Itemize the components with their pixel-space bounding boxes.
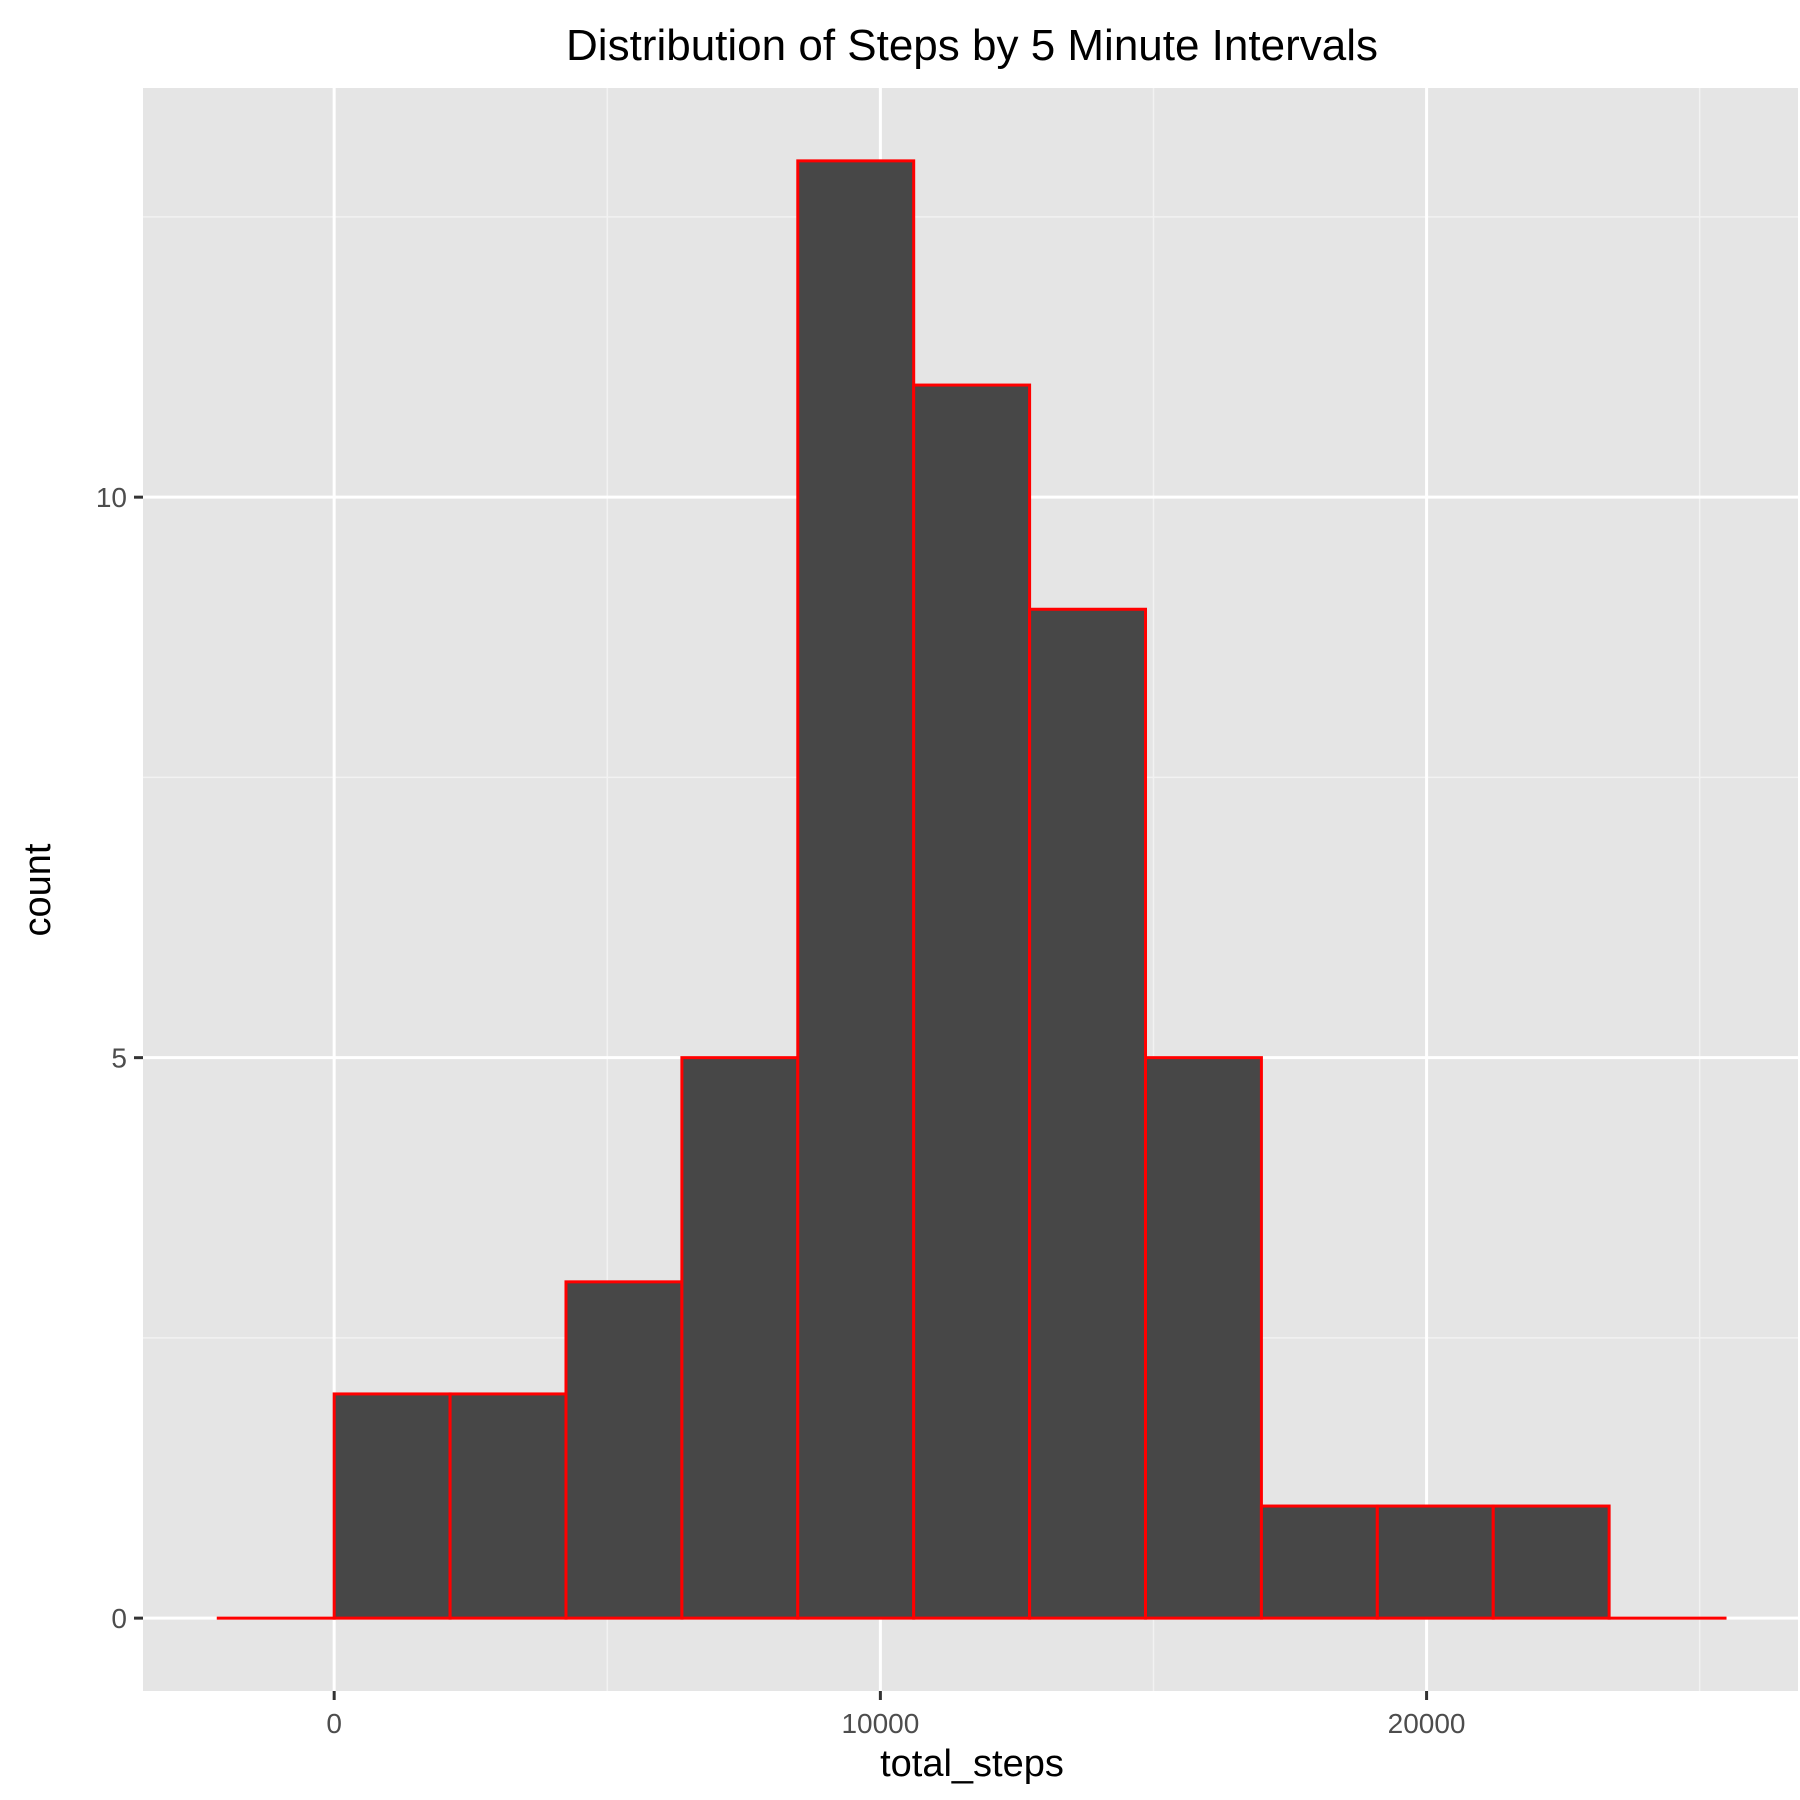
histogram-bar bbox=[564, 1280, 684, 1620]
histogram-bar bbox=[1375, 1504, 1495, 1620]
histogram-bar bbox=[1259, 1504, 1379, 1620]
chart-title: Distribution of Steps by 5 Minute Interv… bbox=[566, 21, 1378, 70]
histogram-bar bbox=[1491, 1504, 1611, 1620]
x-axis-title: total_steps bbox=[880, 1743, 1064, 1785]
histogram-bar bbox=[1144, 1056, 1263, 1620]
x-tick-label: 0 bbox=[326, 1708, 342, 1739]
histogram-bar bbox=[1028, 607, 1148, 1620]
histogram-bar bbox=[448, 1392, 568, 1620]
y-axis-title: count bbox=[17, 843, 59, 936]
x-tick-label: 10000 bbox=[841, 1708, 919, 1739]
y-axis: 0 5 10 bbox=[96, 482, 143, 1634]
y-tick-label: 10 bbox=[96, 482, 127, 513]
histogram-bars bbox=[216, 159, 1727, 1620]
y-tick-label: 0 bbox=[111, 1603, 127, 1634]
y-tick-label: 5 bbox=[111, 1043, 127, 1074]
x-axis: 0 10000 20000 bbox=[326, 1691, 1466, 1739]
x-tick-label: 20000 bbox=[1388, 1708, 1466, 1739]
histogram-bar bbox=[912, 383, 1032, 1620]
histogram-bar bbox=[796, 159, 916, 1620]
histogram-bar bbox=[680, 1056, 800, 1620]
histogram-bar bbox=[332, 1392, 452, 1620]
